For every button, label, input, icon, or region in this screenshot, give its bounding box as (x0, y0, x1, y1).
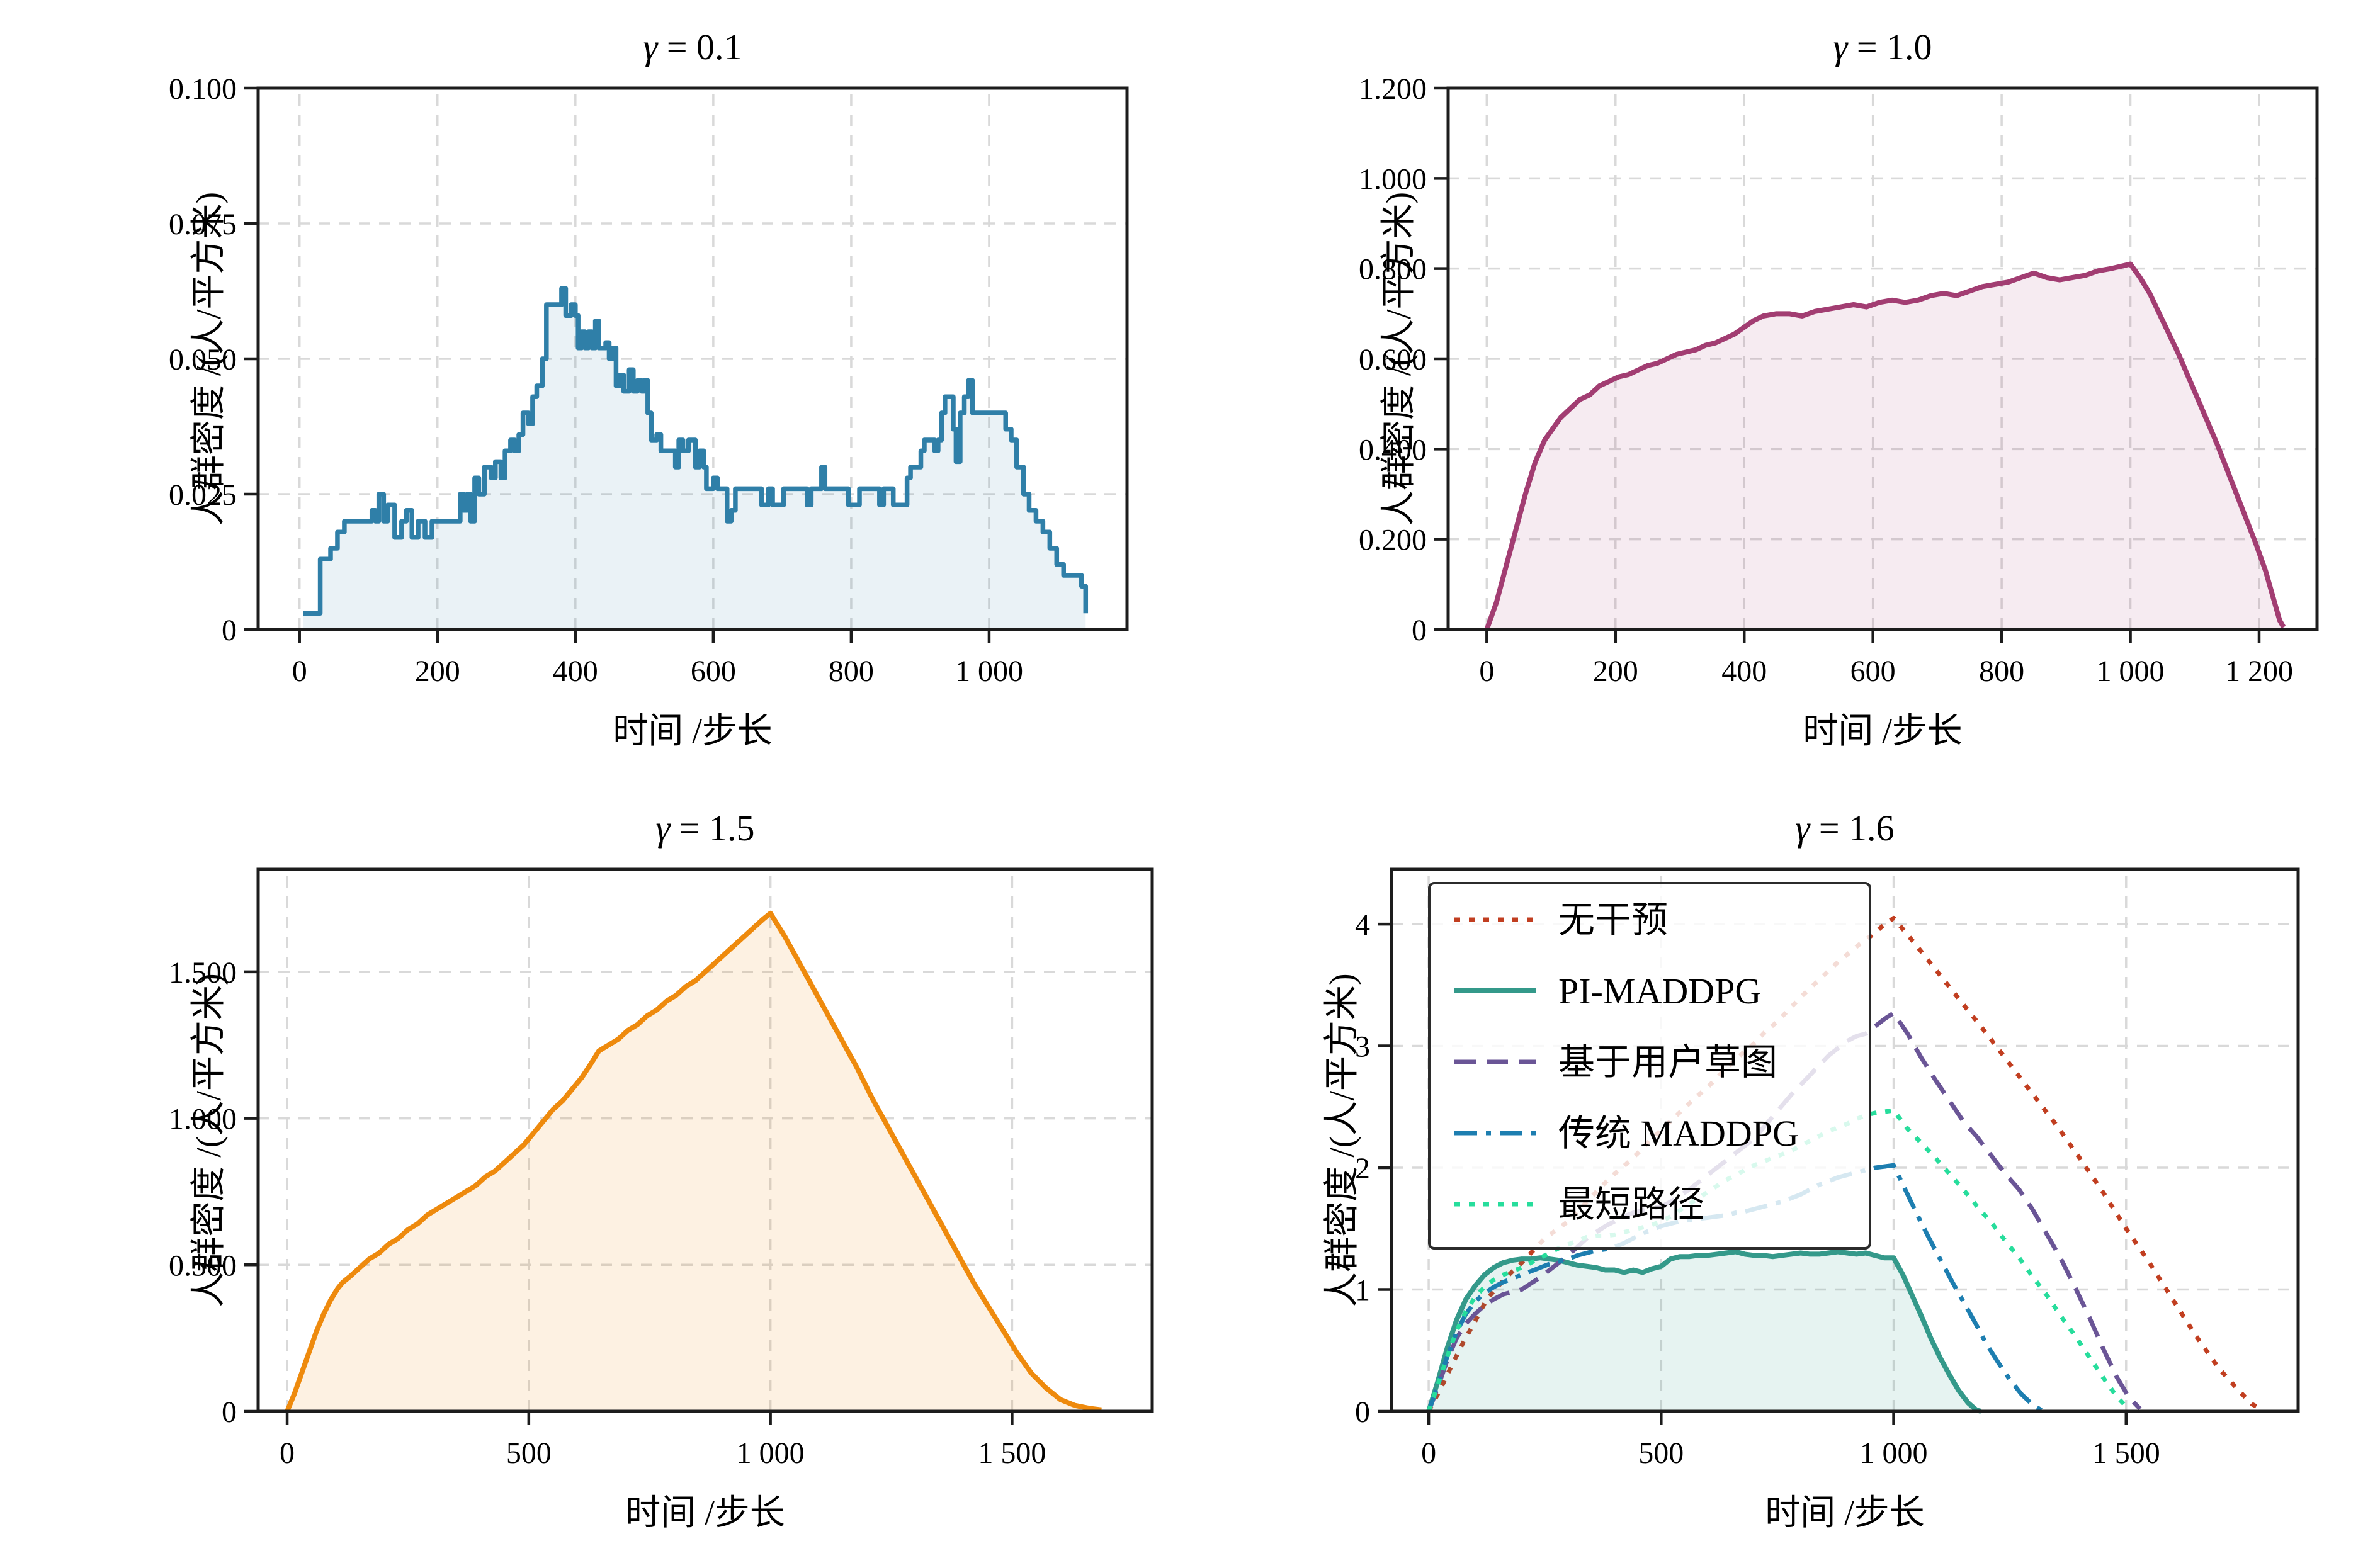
y-tick-label: 1 (1355, 1274, 1370, 1307)
chart-gamma-1-0: 0 200 400 600 800 1 000 1 200 0 0.200 0.400 0.600 0… (1359, 26, 2319, 751)
y-tick-label: 0.075 (169, 208, 237, 241)
x-tick-label: 500 (1638, 1436, 1684, 1470)
x-tick-label: 1 000 (1860, 1436, 1928, 1470)
legend-label-no-intervention: 无干预 (1558, 900, 1668, 940)
x-tick-label: 600 (691, 655, 736, 688)
y-tick-label: 2 (1355, 1152, 1370, 1185)
x-tick-label: 400 (1721, 655, 1767, 688)
y-axis-label: 人群密度 /(人/平方米) (190, 192, 229, 526)
x-tick-label: 800 (1979, 655, 2024, 688)
chart-gamma-0-1: 0 200 400 600 800 1 000 0 0.025 0.050 0.075 0.100 γ… (169, 26, 1129, 751)
axis-ticks: 0 500 1 000 1 500 0 0.500 1.000 1.500 (169, 956, 1046, 1470)
y-tick-label: 0.025 (169, 478, 237, 512)
legend-label-shortest-path: 最短路径 (1558, 1184, 1704, 1225)
chart-gamma-1-6: 0 500 1 000 1 500 0 1 2 3 4 γ = 1.6 时间 /步长 人群密度 /(人… (1323, 808, 2300, 1533)
x-tick-label: 0 (292, 655, 307, 688)
x-tick-label: 1 500 (978, 1436, 1046, 1470)
y-tick-label: 0 (222, 1396, 237, 1429)
axis-ticks: 0 200 400 600 800 1 000 1 200 0 0.200 0.400 0.600 0… (1359, 72, 2293, 688)
legend-box (1428, 882, 1871, 1250)
x-tick-label: 1 500 (2092, 1436, 2160, 1470)
x-tick-label: 200 (415, 655, 460, 688)
y-axis-label: 人群密度 /(人/平方米) (1380, 192, 1419, 526)
x-tick-label: 400 (553, 655, 598, 688)
y-tick-label: 0.100 (169, 72, 237, 106)
y-tick-label: 0 (1355, 1396, 1370, 1429)
x-tick-label: 1 000 (2097, 655, 2165, 688)
legend-label-user-sketch: 基于用户草图 (1558, 1042, 1777, 1083)
x-tick-label: 1 200 (2225, 655, 2293, 688)
x-axis-label: 时间 /步长 (613, 712, 773, 751)
y-tick-label: 1.000 (1359, 162, 1427, 196)
panel-gamma-1-6: 0 500 1 000 1 500 0 1 2 3 4 γ = 1.6 时间 /步长 人群密度 /(人… (1190, 781, 2380, 1562)
y-tick-label: 0 (222, 614, 237, 647)
y-tick-label: 0.600 (1359, 343, 1427, 376)
x-tick-label: 0 (1421, 1436, 1436, 1470)
x-axis-label: 时间 /步长 (625, 1494, 785, 1533)
y-tick-label: 1.200 (1359, 72, 1427, 106)
x-tick-label: 800 (829, 655, 874, 688)
series-density-fill (287, 913, 1102, 1411)
y-tick-label: 1.500 (169, 956, 237, 990)
x-tick-label: 0 (1479, 655, 1494, 688)
y-tick-label: 0 (1412, 614, 1427, 647)
legend-label-pi-maddpg: PI-MADDPG (1558, 971, 1761, 1012)
panel-gamma-0-1: 0 200 400 600 800 1 000 0 0.025 0.050 0.075 0.100 γ… (0, 0, 1190, 781)
y-tick-label: 0.200 (1359, 524, 1427, 557)
chart-title: γ = 1.5 (655, 808, 754, 849)
y-tick-label: 0.400 (1359, 433, 1427, 466)
series-pi-maddpg-fill (1429, 1251, 1981, 1411)
x-tick-label: 600 (1850, 655, 1896, 688)
axes-spines (1390, 867, 2300, 1413)
y-tick-label: 4 (1355, 908, 1370, 942)
series-density-step-line (303, 286, 1089, 616)
series-pi-maddpg-line (1426, 1249, 1982, 1414)
y-tick-label: 0.500 (169, 1249, 237, 1282)
y-axis-label: 人群密度 /(人/平方米) (1323, 973, 1362, 1307)
x-tick-label: 200 (1593, 655, 1638, 688)
x-tick-label: 1 000 (737, 1436, 805, 1470)
panel-gamma-1-5: 0 500 1 000 1 500 0 0.500 1.000 1.500 γ = 1.5 时间 … (0, 781, 1190, 1562)
panel-gamma-1-0: 0 200 400 600 800 1 000 1 200 0 0.200 0.400 0.600 0… (1190, 0, 2380, 781)
legend-label-traditional-maddpg: 传统 MADDPG (1558, 1113, 1799, 1154)
chart-title: γ = 1.0 (1833, 26, 1932, 67)
y-tick-label: 0.050 (169, 343, 237, 376)
x-tick-label: 0 (280, 1436, 295, 1470)
x-tick-label: 1 000 (955, 655, 1023, 688)
y-tick-label: 1.000 (169, 1103, 237, 1136)
chart-gamma-1-5: 0 500 1 000 1 500 0 0.500 1.000 1.500 γ = 1.5 时间 … (169, 808, 1154, 1533)
y-axis-label: 人群密度 /(人/平方米) (190, 973, 229, 1307)
series-density-line (285, 910, 1102, 1413)
x-tick-label: 500 (506, 1436, 552, 1470)
series-density-line (1484, 261, 2286, 631)
axis-ticks: 0 500 1 000 1 500 0 1 2 3 4 (1355, 908, 2160, 1470)
x-axis-label: 时间 /步长 (1765, 1494, 1925, 1533)
x-axis-label: 时间 /步长 (1803, 712, 1963, 751)
y-tick-label: 0.800 (1359, 253, 1427, 286)
axes-spines (256, 867, 1154, 1413)
series-density-fill (1487, 264, 2284, 629)
axis-ticks: 0 200 400 600 800 1 000 0 0.025 0.050 0.075 0.100 (169, 72, 1023, 688)
chart-title: γ = 1.6 (1795, 808, 1894, 849)
y-tick-label: 3 (1355, 1030, 1370, 1064)
chart-title: γ = 0.1 (643, 26, 742, 67)
